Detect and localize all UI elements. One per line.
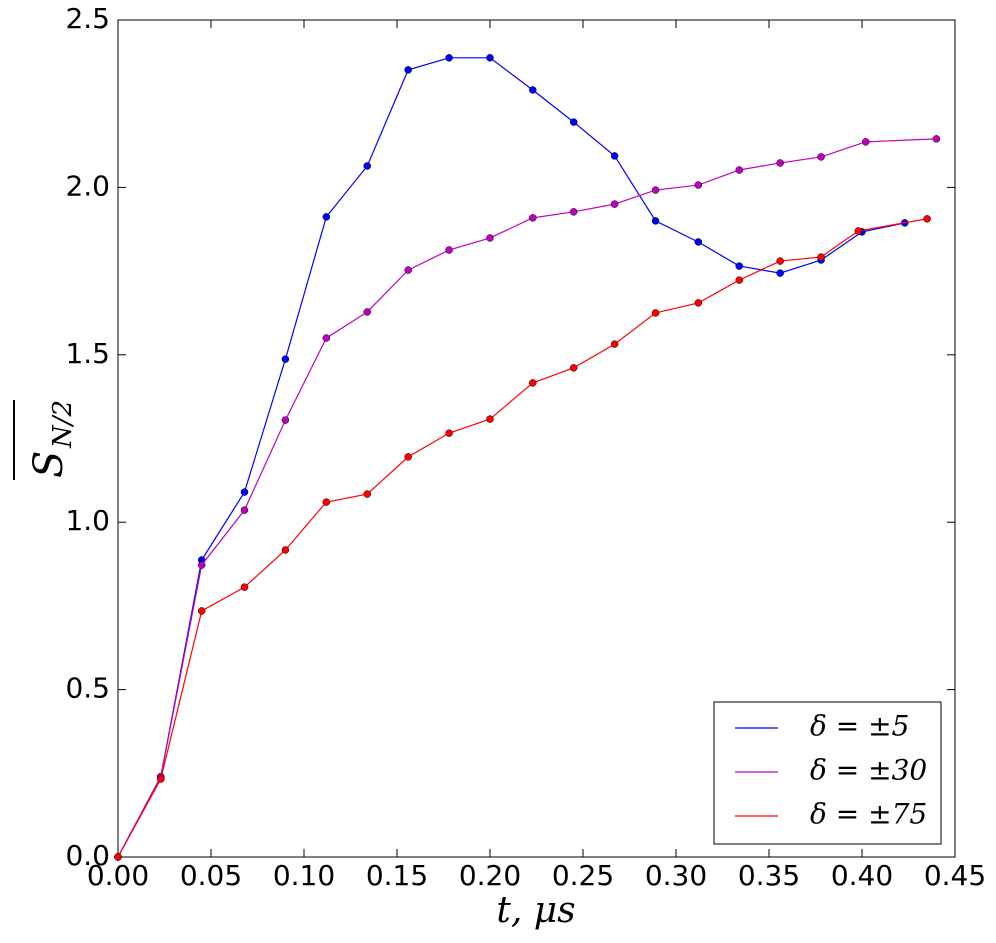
data-point [281, 546, 290, 554]
x-tick-label: 0.10 [273, 859, 335, 892]
x-tick-label: 0.25 [552, 859, 614, 892]
data-point [363, 490, 371, 498]
data-point [529, 214, 537, 222]
data-point [322, 498, 331, 506]
x-tick-label: 0.05 [180, 859, 242, 892]
data-point [281, 355, 290, 363]
data-point [923, 215, 931, 223]
data-point [854, 227, 863, 235]
y-tick-label: 1.0 [65, 504, 110, 537]
data-point [404, 453, 412, 461]
data-point [817, 253, 825, 261]
series-line [117, 57, 905, 858]
y-axis-label-group: S N/2 [13, 400, 78, 480]
series-line [117, 218, 928, 858]
data-point [486, 54, 494, 62]
data-point [569, 364, 578, 372]
data-point [197, 561, 206, 569]
data-point [817, 153, 825, 161]
data-point [404, 66, 412, 74]
data-point [735, 262, 743, 270]
plot-frame [117, 19, 956, 858]
data-point [932, 135, 941, 143]
x-tick-label: 0.40 [831, 859, 893, 892]
data-point [651, 309, 660, 317]
x-tick-label: 0.35 [738, 859, 800, 892]
data-point [694, 181, 703, 189]
y-tick-label: 2.0 [65, 169, 110, 202]
y-tick-label: 1.5 [65, 337, 110, 370]
data-point [694, 299, 703, 307]
data-point [610, 340, 619, 348]
legend-box [713, 701, 942, 845]
x-tick-label: 0.00 [87, 859, 149, 892]
data-point [240, 583, 249, 591]
data-point [114, 853, 122, 861]
x-axis-label: t, μs [496, 890, 575, 931]
data-point [363, 308, 371, 316]
data-point [735, 276, 743, 284]
data-point [651, 217, 660, 225]
data-point [569, 118, 578, 126]
y-tick-label: 0.0 [65, 839, 110, 872]
y-tick-label: 2.5 [65, 2, 110, 35]
data-point [486, 234, 494, 242]
data-point [363, 162, 371, 170]
data-point [610, 152, 619, 160]
data-point [651, 186, 660, 194]
data-point [404, 266, 412, 274]
data-point [569, 208, 578, 216]
x-tick-label: 0.45 [924, 859, 986, 892]
data-point [445, 54, 453, 62]
data-point [197, 607, 206, 615]
data-point [529, 379, 537, 387]
data-point [735, 166, 743, 174]
y-axis-label-subscript: N/2 [48, 400, 78, 449]
data-point [445, 246, 453, 254]
data-point [157, 775, 165, 783]
legend-label: δ = ±30 [810, 754, 927, 787]
data-point [486, 415, 494, 423]
data-point [322, 334, 331, 342]
data-point [694, 238, 703, 246]
data-point [445, 429, 453, 437]
series-line [117, 138, 937, 858]
x-tick-label: 0.20 [459, 859, 521, 892]
data-point [281, 416, 290, 424]
data-point [610, 200, 619, 208]
y-axis-label: S [26, 451, 72, 478]
data-point [861, 138, 870, 146]
legend-label: δ = ±75 [810, 798, 927, 831]
data-point [322, 213, 331, 221]
legend-label: δ = ±5 [810, 710, 909, 743]
data-point [776, 269, 784, 277]
data-point [776, 159, 784, 167]
data-point [240, 488, 249, 496]
data-point [240, 506, 249, 514]
x-tick-label: 0.15 [366, 859, 428, 892]
x-tick-label: 0.30 [645, 859, 707, 892]
data-point [529, 86, 537, 94]
data-point [776, 257, 784, 265]
y-tick-label: 0.5 [65, 672, 110, 705]
